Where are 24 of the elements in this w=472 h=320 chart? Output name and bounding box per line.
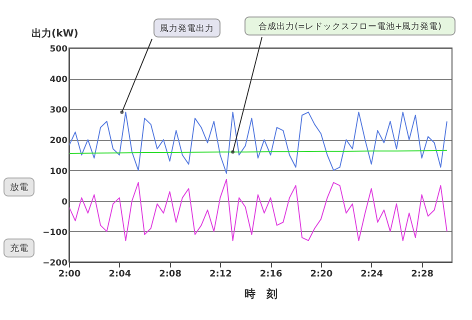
x-tick-label: 2:00 xyxy=(58,270,81,280)
x-tick-label: 2:04 xyxy=(108,270,132,280)
x-tick-label: 2:12 xyxy=(209,270,232,280)
annotation: 風力発電出力 xyxy=(160,23,214,34)
y-tick-label: −100 xyxy=(42,228,68,238)
text: 放電 xyxy=(10,182,28,193)
y-tick-label: 200 xyxy=(50,136,68,146)
x-axis-title: 時 刻 xyxy=(244,288,278,300)
x-tick-label: 2:28 xyxy=(411,270,434,280)
y-tick-label: 300 xyxy=(50,106,68,116)
annotation: 合成出力(=レドックスフロー電池+風力発電) xyxy=(258,21,442,32)
line-series xyxy=(68,178,448,242)
x-tick-label: 2:08 xyxy=(159,270,182,280)
y-tick-label: 500 xyxy=(50,44,68,54)
x-tick-label: 2:16 xyxy=(260,270,282,280)
y-tick-label: 0 xyxy=(62,197,68,208)
y-tick-label: 100 xyxy=(50,166,68,177)
x-tick-label: 2:20 xyxy=(310,270,333,280)
line-series xyxy=(68,112,448,174)
y-axis-title: 出力(kW) xyxy=(32,28,78,40)
y-tick-label: 400 xyxy=(50,75,68,86)
text: 充電 xyxy=(10,243,28,254)
x-tick-label: 2:24 xyxy=(360,270,384,280)
y-tick-label: −200 xyxy=(42,258,68,268)
